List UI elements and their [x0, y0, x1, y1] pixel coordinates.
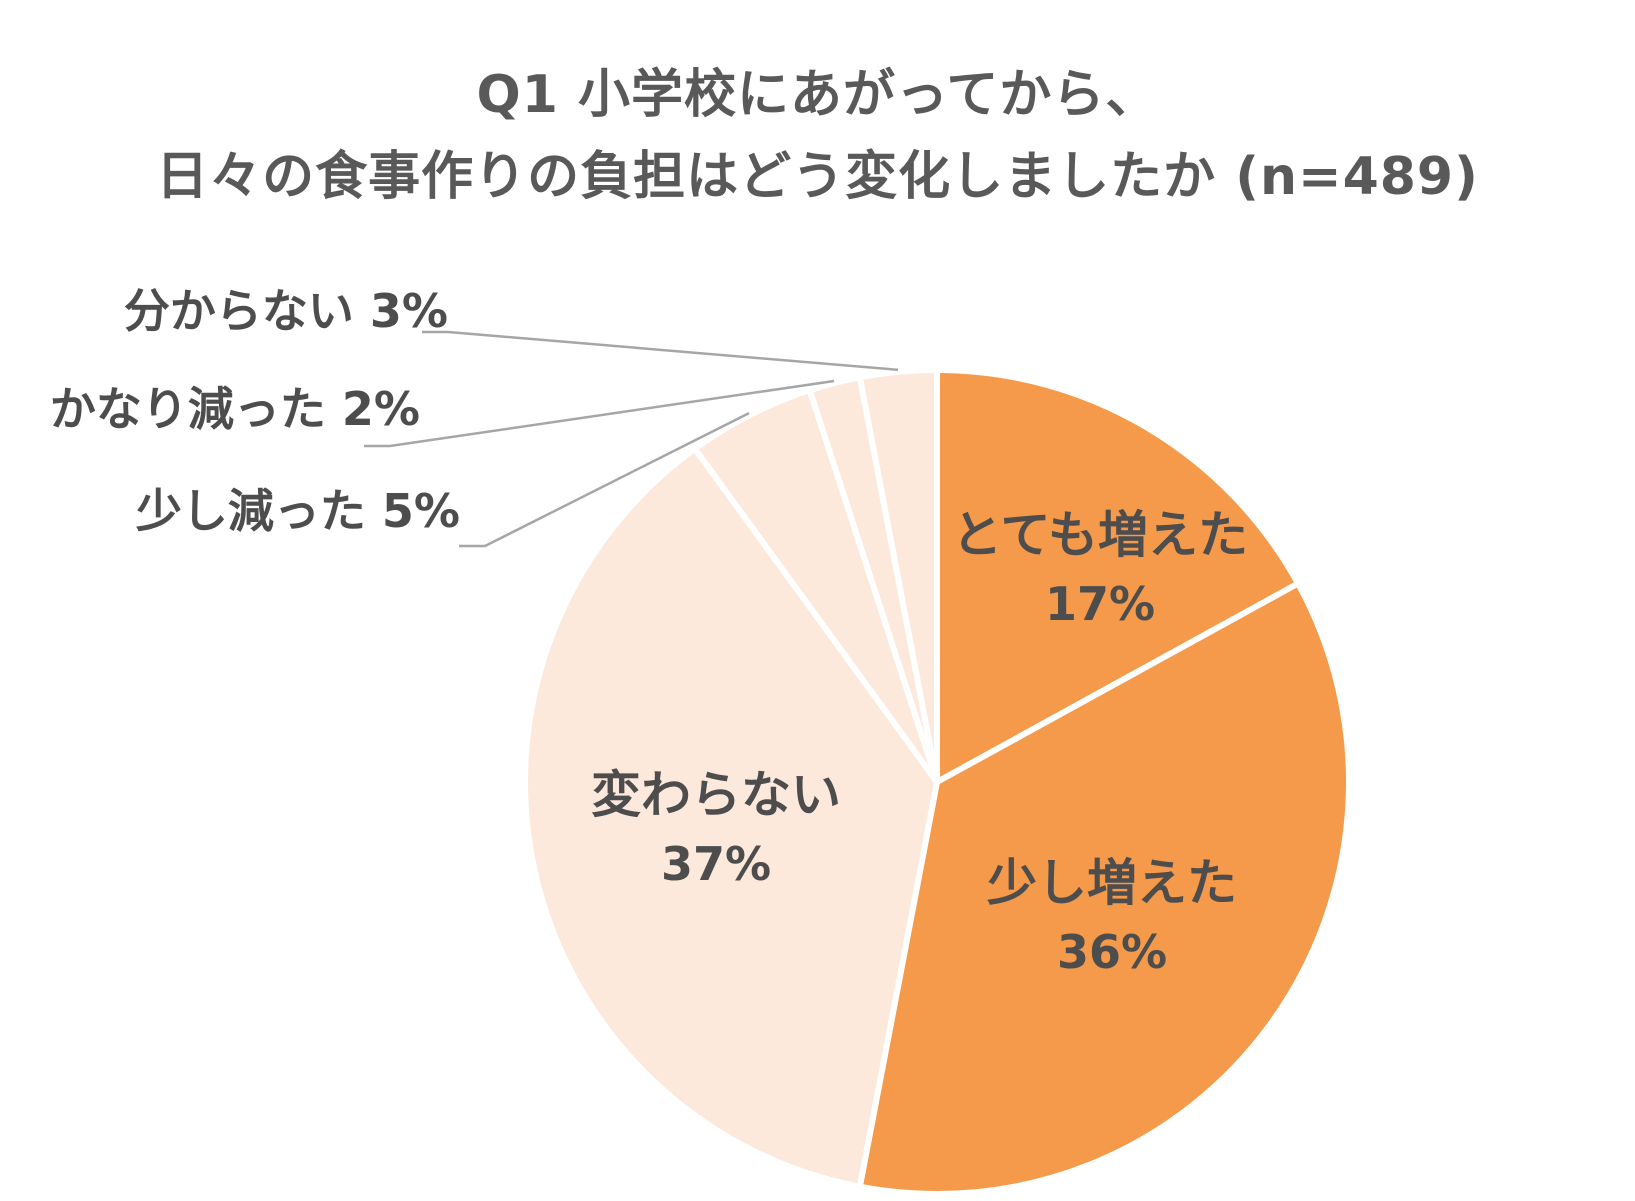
- chart-title-line-1: Q1 小学校にあがってから、: [476, 65, 1159, 125]
- slice-label-5: 分からない 3%: [124, 284, 448, 338]
- pie-slice-1: [856, 580, 1352, 1197]
- slice-label-name-1: 少し増えた: [987, 854, 1237, 912]
- leader-line-4: [364, 379, 835, 448]
- slice-label-name-2: 変わらない: [591, 766, 841, 824]
- chart-title-line-2: 日々の食事作りの負担はどう変化しましたか (n=489): [156, 147, 1479, 207]
- pie-slice-5: [856, 367, 940, 785]
- slice-label-value-2: 37%: [661, 837, 771, 891]
- leader-line-3: [459, 412, 750, 548]
- slice-label-value-1: 36%: [1057, 925, 1167, 979]
- slice-label-name-0: とても増えた: [952, 506, 1248, 564]
- leader-line-5: [422, 330, 899, 372]
- pie-slice-2: [522, 445, 940, 1190]
- slice-label-value-0: 17%: [1045, 577, 1155, 631]
- slice-label-3: 少し減った 5%: [136, 484, 460, 538]
- pie-slice-0: [934, 367, 1302, 785]
- slice-label-4: かなり減った 2%: [50, 382, 420, 436]
